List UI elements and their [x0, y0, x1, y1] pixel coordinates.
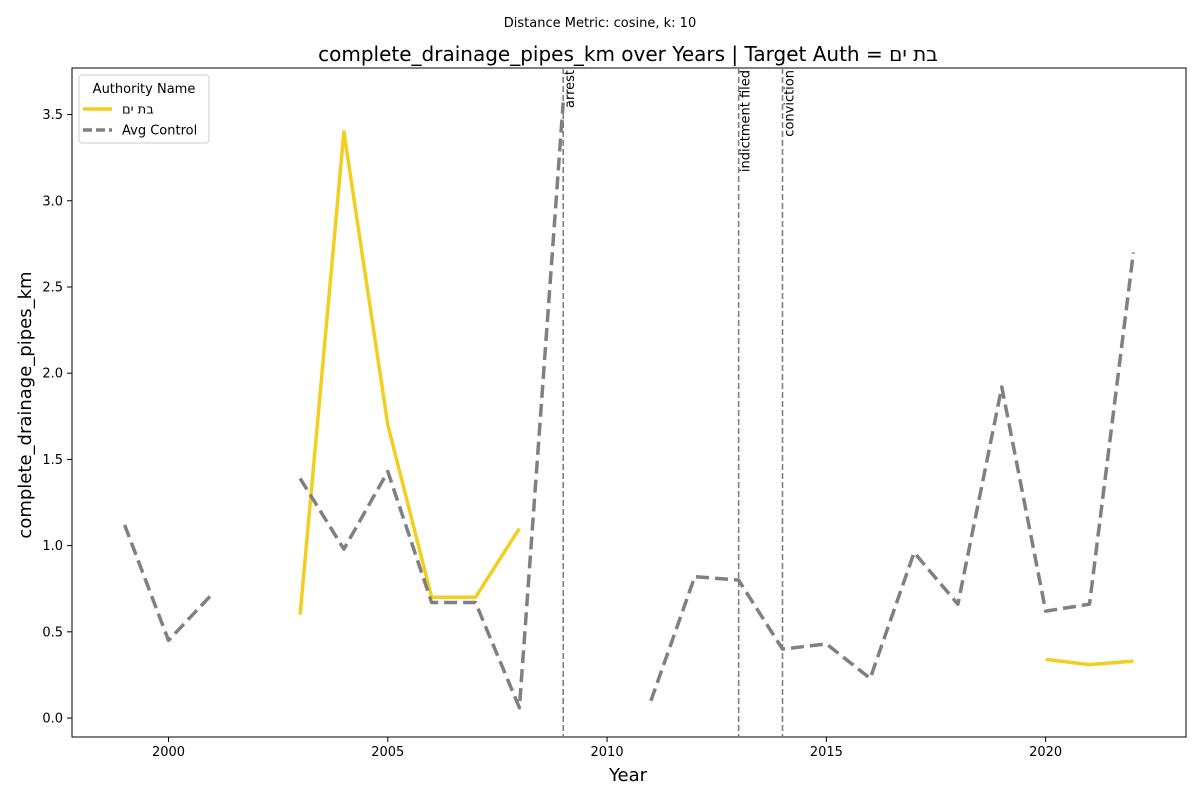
x-tick-label: 2010: [591, 745, 624, 760]
event-label-indictment-filed: indictment filed: [739, 70, 754, 172]
y-tick-label: 0.5: [42, 625, 63, 640]
series-line-segment: [298, 102, 565, 710]
x-tick-label: 2020: [1029, 745, 1062, 760]
x-axis-label: Year: [608, 765, 648, 786]
y-axis-label: complete_drainage_pipes_km: [15, 271, 36, 538]
y-tick-label: 0.0: [42, 712, 63, 727]
x-tick-label: 2015: [810, 745, 843, 760]
legend-title: Authority Name: [93, 82, 196, 97]
legend-box: [78, 74, 210, 144]
series-line-segment: [122, 524, 214, 643]
x-tick-label: 2005: [371, 745, 404, 760]
y-tick-label: 3.5: [42, 108, 63, 123]
series-target: [298, 130, 1134, 667]
legend-entry: בת ים: [122, 103, 154, 118]
y-tick-label: 3.0: [42, 194, 63, 209]
y-tick-label: 2.0: [42, 367, 63, 382]
event-label-arrest: arrest: [563, 70, 578, 108]
chart-suptitle: Distance Metric: cosine, k: 10: [504, 16, 696, 31]
legend-entry: Avg Control: [122, 124, 197, 139]
y-tick-label: 1.0: [42, 539, 63, 554]
y-tick-label: 1.5: [42, 453, 63, 468]
series-avg-control: [122, 102, 1136, 710]
legend: Authority Name בת ים Avg Control: [78, 74, 210, 144]
event-label-conviction: conviction: [783, 70, 798, 137]
series-line-segment: [649, 252, 1136, 702]
plot-area: 2000 2005 2010 2015 2020 0.0 0.5 1.0 1.5 2.0 2.5 3.…: [42, 67, 1187, 760]
series-line-segment: [1045, 657, 1134, 667]
x-tick-label: 2000: [152, 745, 185, 760]
plot-frame: [71, 67, 1187, 738]
chart-title: complete_drainage_pipes_km over Years | …: [318, 42, 938, 66]
series-line-segment: [298, 130, 521, 615]
y-tick-label: 2.5: [42, 280, 63, 295]
